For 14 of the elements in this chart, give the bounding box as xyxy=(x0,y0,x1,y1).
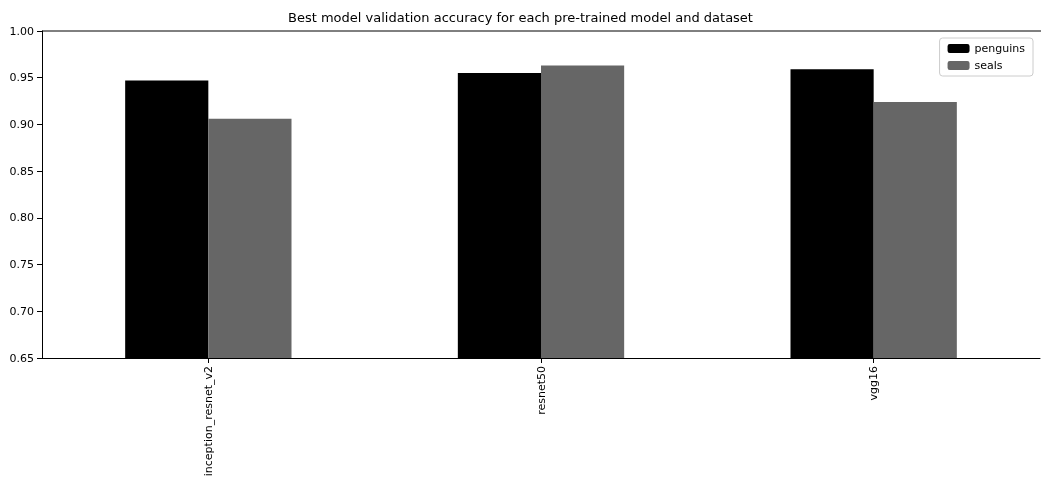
y-tick-label: 0.80 xyxy=(9,211,34,225)
x-tick-label: resnet50 xyxy=(534,366,548,415)
y-tick-label: 1.00 xyxy=(9,24,34,38)
x-tick-label: inception_resnet_v2 xyxy=(201,366,215,477)
y-tick-label: 0.65 xyxy=(9,351,34,365)
legend-label: seals xyxy=(974,59,1003,72)
legend-label: penguins xyxy=(974,42,1026,55)
y-tick-label: 0.90 xyxy=(9,117,34,131)
y-tick-label: 0.95 xyxy=(9,71,34,85)
x-tick-label: vgg16 xyxy=(867,366,881,401)
y-tick-label: 0.75 xyxy=(9,258,34,272)
y-tick-label: 0.85 xyxy=(9,164,34,178)
y-tick-label: 0.70 xyxy=(9,304,34,318)
chart-title: Best model validation accuracy for each pre-trained model and dataset xyxy=(288,10,753,25)
